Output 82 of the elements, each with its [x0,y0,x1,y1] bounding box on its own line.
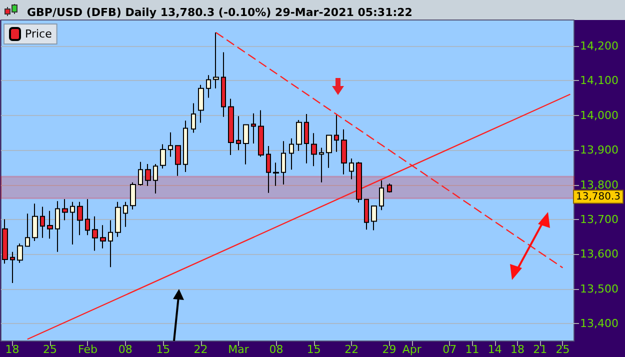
candlestick [356,161,362,204]
candlestick [251,112,256,144]
x-tick-label: 21 [533,343,548,356]
candlestick [236,116,241,151]
x-tick-label: 15 [306,343,321,356]
candlestick [85,198,90,236]
candlestick [228,98,234,156]
x-tick-label: 08 [118,343,132,356]
candlestick [341,128,347,175]
x-tick-label: 07 [442,343,457,356]
candlestick [2,218,8,264]
y-tick-label: 13,800 [580,178,618,192]
chart-title: GBP/USD (DFB) Daily 13,780.3 (-0.10%) 29-Mar-2021 05:31:22 [27,6,412,19]
candlestick [326,134,332,168]
text: 13,780.3 [576,191,621,202]
candlestick [379,180,384,211]
y-tick-label: 13,600 [580,248,618,261]
y-tick-label: 13,400 [580,317,618,330]
candlestick [221,52,226,118]
candlestick [198,84,204,124]
y-tick-label: 14,200 [580,40,618,53]
candlestick [145,164,151,186]
candlestick [25,213,30,247]
candlestick [108,220,113,268]
candlestick [62,198,68,221]
candlestick [92,216,98,252]
candlestick [273,162,279,186]
y-tick-label: 14,100 [580,74,618,88]
x-tick-label: Feb [78,343,98,356]
x-tick-label: 22 [194,343,208,356]
candlestick [387,182,392,193]
candlestick [115,201,121,238]
candlestick [206,74,211,98]
x-tick-label: 25 [556,343,570,356]
candlestick [168,132,173,158]
candlestick [364,198,369,230]
x-tick-label: 15 [156,343,170,356]
candlestick [47,210,53,240]
legend-label: Price [25,28,52,40]
candlestick [160,144,166,170]
x-tick-label: Apr [402,343,422,356]
candlestick [258,110,264,158]
candlestick [100,224,106,249]
candlestick [183,120,188,172]
x-tick-label: 29 [382,343,396,356]
x-tick-label: 25 [43,343,58,356]
y-tick-label: 14,000 [580,108,618,122]
candlestick [266,145,271,194]
y-tick-label: 13,700 [580,213,618,226]
candlestick [123,201,128,228]
candlestick [70,201,75,246]
candlestick [175,145,181,176]
x-tick-label: 08 [269,343,284,356]
candlestick [334,114,339,152]
x-tick-label: 14 [488,343,502,356]
candlestick [371,206,377,231]
candlestick [213,32,219,89]
candlestick [289,138,294,170]
candlestick [191,102,196,134]
x-tick-label: Mar [228,343,250,356]
candlestick [40,206,45,238]
candlestick [304,114,309,164]
candlestick [243,124,249,165]
candlestick [77,201,83,236]
candlestick [130,182,136,210]
candlestick [138,161,143,186]
candlestick [55,200,60,252]
y-tick-label: 13,500 [580,282,618,296]
candlestick [153,164,158,194]
candlestick [10,251,15,284]
x-tick-label: 18 [5,343,20,356]
candlestick [32,203,38,242]
y-tick-label: 13,900 [580,144,618,157]
candlestick [281,140,286,185]
candlestick [296,119,302,152]
x-tick-label: 11 [465,343,480,356]
x-tick-label: 18 [510,343,524,356]
candlestick [311,132,317,167]
candlestick [349,158,354,180]
candlestick [17,242,23,264]
candlestick [319,147,324,183]
x-tick-label: 22 [344,343,359,356]
